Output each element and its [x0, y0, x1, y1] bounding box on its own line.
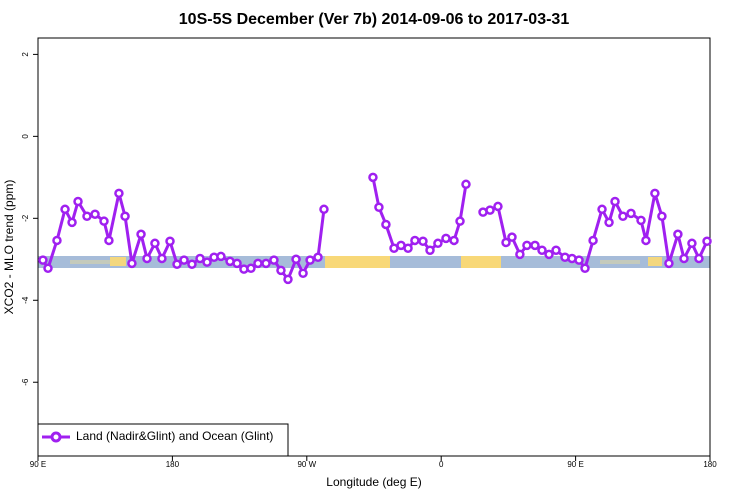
data-point — [165, 236, 175, 247]
data-point — [544, 249, 554, 260]
data-point — [425, 245, 435, 256]
data-point — [650, 188, 660, 199]
data-point — [195, 253, 205, 264]
data-point — [641, 235, 651, 246]
data-point — [441, 233, 451, 244]
x-tick-label: 90 W — [297, 460, 316, 469]
x-tick-label: 90 E — [567, 460, 583, 469]
data-point — [172, 259, 182, 269]
chart-title: 10S-5S December (Ver 7b) 2014-09-06 to 2… — [179, 11, 570, 28]
data-point — [368, 172, 378, 183]
data-point — [687, 238, 697, 249]
data-point — [38, 255, 48, 265]
x-tick-label: 90 E — [30, 460, 46, 469]
data-point — [319, 204, 329, 215]
data-point — [507, 232, 517, 242]
x-tick-label: 180 — [703, 460, 717, 469]
data-point — [610, 196, 620, 207]
data-point — [618, 211, 628, 222]
map-strip — [38, 256, 710, 268]
data-point — [67, 217, 77, 228]
data-point — [313, 252, 323, 262]
data-point — [127, 258, 137, 269]
data-point — [381, 219, 391, 230]
data-point — [99, 216, 109, 226]
legend: Land (Nadir&Glint) and Ocean (Glint) — [37, 423, 289, 457]
data-point — [269, 255, 279, 265]
data-point — [485, 205, 495, 215]
data-point — [657, 211, 667, 222]
data-point — [604, 217, 614, 228]
data-point — [626, 208, 636, 219]
y-tick-label: -2 — [21, 214, 30, 222]
data-point — [120, 211, 130, 222]
y-tick-label: 0 — [21, 134, 30, 139]
data-point — [43, 263, 53, 274]
data-point — [305, 255, 315, 265]
y-tick-label: -4 — [21, 296, 30, 304]
data-point — [673, 229, 683, 240]
x-tick-label: 180 — [166, 460, 180, 469]
data-point — [530, 240, 540, 251]
data-point — [60, 204, 70, 215]
data-point — [216, 251, 226, 262]
data-point — [179, 255, 189, 265]
data-point — [150, 238, 160, 249]
data-point — [403, 243, 413, 253]
data-point — [82, 211, 92, 222]
data-point — [410, 235, 420, 246]
data-point — [515, 249, 525, 260]
data-point — [702, 236, 712, 247]
data-point — [90, 209, 100, 219]
data-point — [501, 237, 511, 248]
data-point — [694, 253, 704, 264]
data-point — [580, 263, 590, 274]
data-point — [104, 235, 114, 246]
data-point — [461, 179, 471, 190]
legend-label: Land (Nadir&Glint) and Ocean (Glint) — [76, 429, 273, 443]
data-point — [636, 215, 646, 226]
data-point — [261, 258, 271, 269]
data-point — [52, 235, 62, 246]
data-point — [679, 253, 689, 264]
data-point — [433, 238, 443, 249]
data-point — [455, 216, 465, 226]
data-point — [73, 196, 83, 207]
data-point — [449, 235, 459, 246]
x-axis-label: Longitude (deg E) — [326, 475, 421, 489]
data-point — [232, 258, 242, 269]
data-point — [537, 245, 547, 256]
data-point — [276, 265, 286, 276]
legend-box — [37, 423, 289, 457]
data-point — [374, 202, 384, 212]
data-point — [588, 235, 598, 246]
data-point — [142, 253, 152, 264]
data-point — [283, 274, 293, 285]
plot-frame — [37, 37, 711, 457]
data-point — [246, 263, 256, 274]
data-point — [597, 204, 607, 215]
y-tick-label: -6 — [21, 378, 30, 386]
data-point — [551, 245, 561, 256]
data-point — [136, 229, 146, 240]
data-point — [522, 240, 532, 251]
data-point — [253, 258, 263, 269]
data-point — [157, 253, 167, 264]
data-point — [664, 258, 674, 269]
data-point — [493, 201, 503, 212]
legend-marker — [50, 431, 62, 443]
data-point — [298, 268, 308, 278]
data-point — [202, 257, 212, 267]
x-tick-label: 0 — [439, 460, 444, 469]
data-point — [291, 254, 301, 265]
data-point — [187, 259, 197, 269]
y-axis-label: XCO2 - MLO trend (ppm) — [2, 180, 16, 315]
y-tick-label: 2 — [21, 52, 30, 57]
data-point — [114, 188, 124, 199]
data-point — [418, 236, 428, 247]
data-point — [574, 255, 584, 265]
